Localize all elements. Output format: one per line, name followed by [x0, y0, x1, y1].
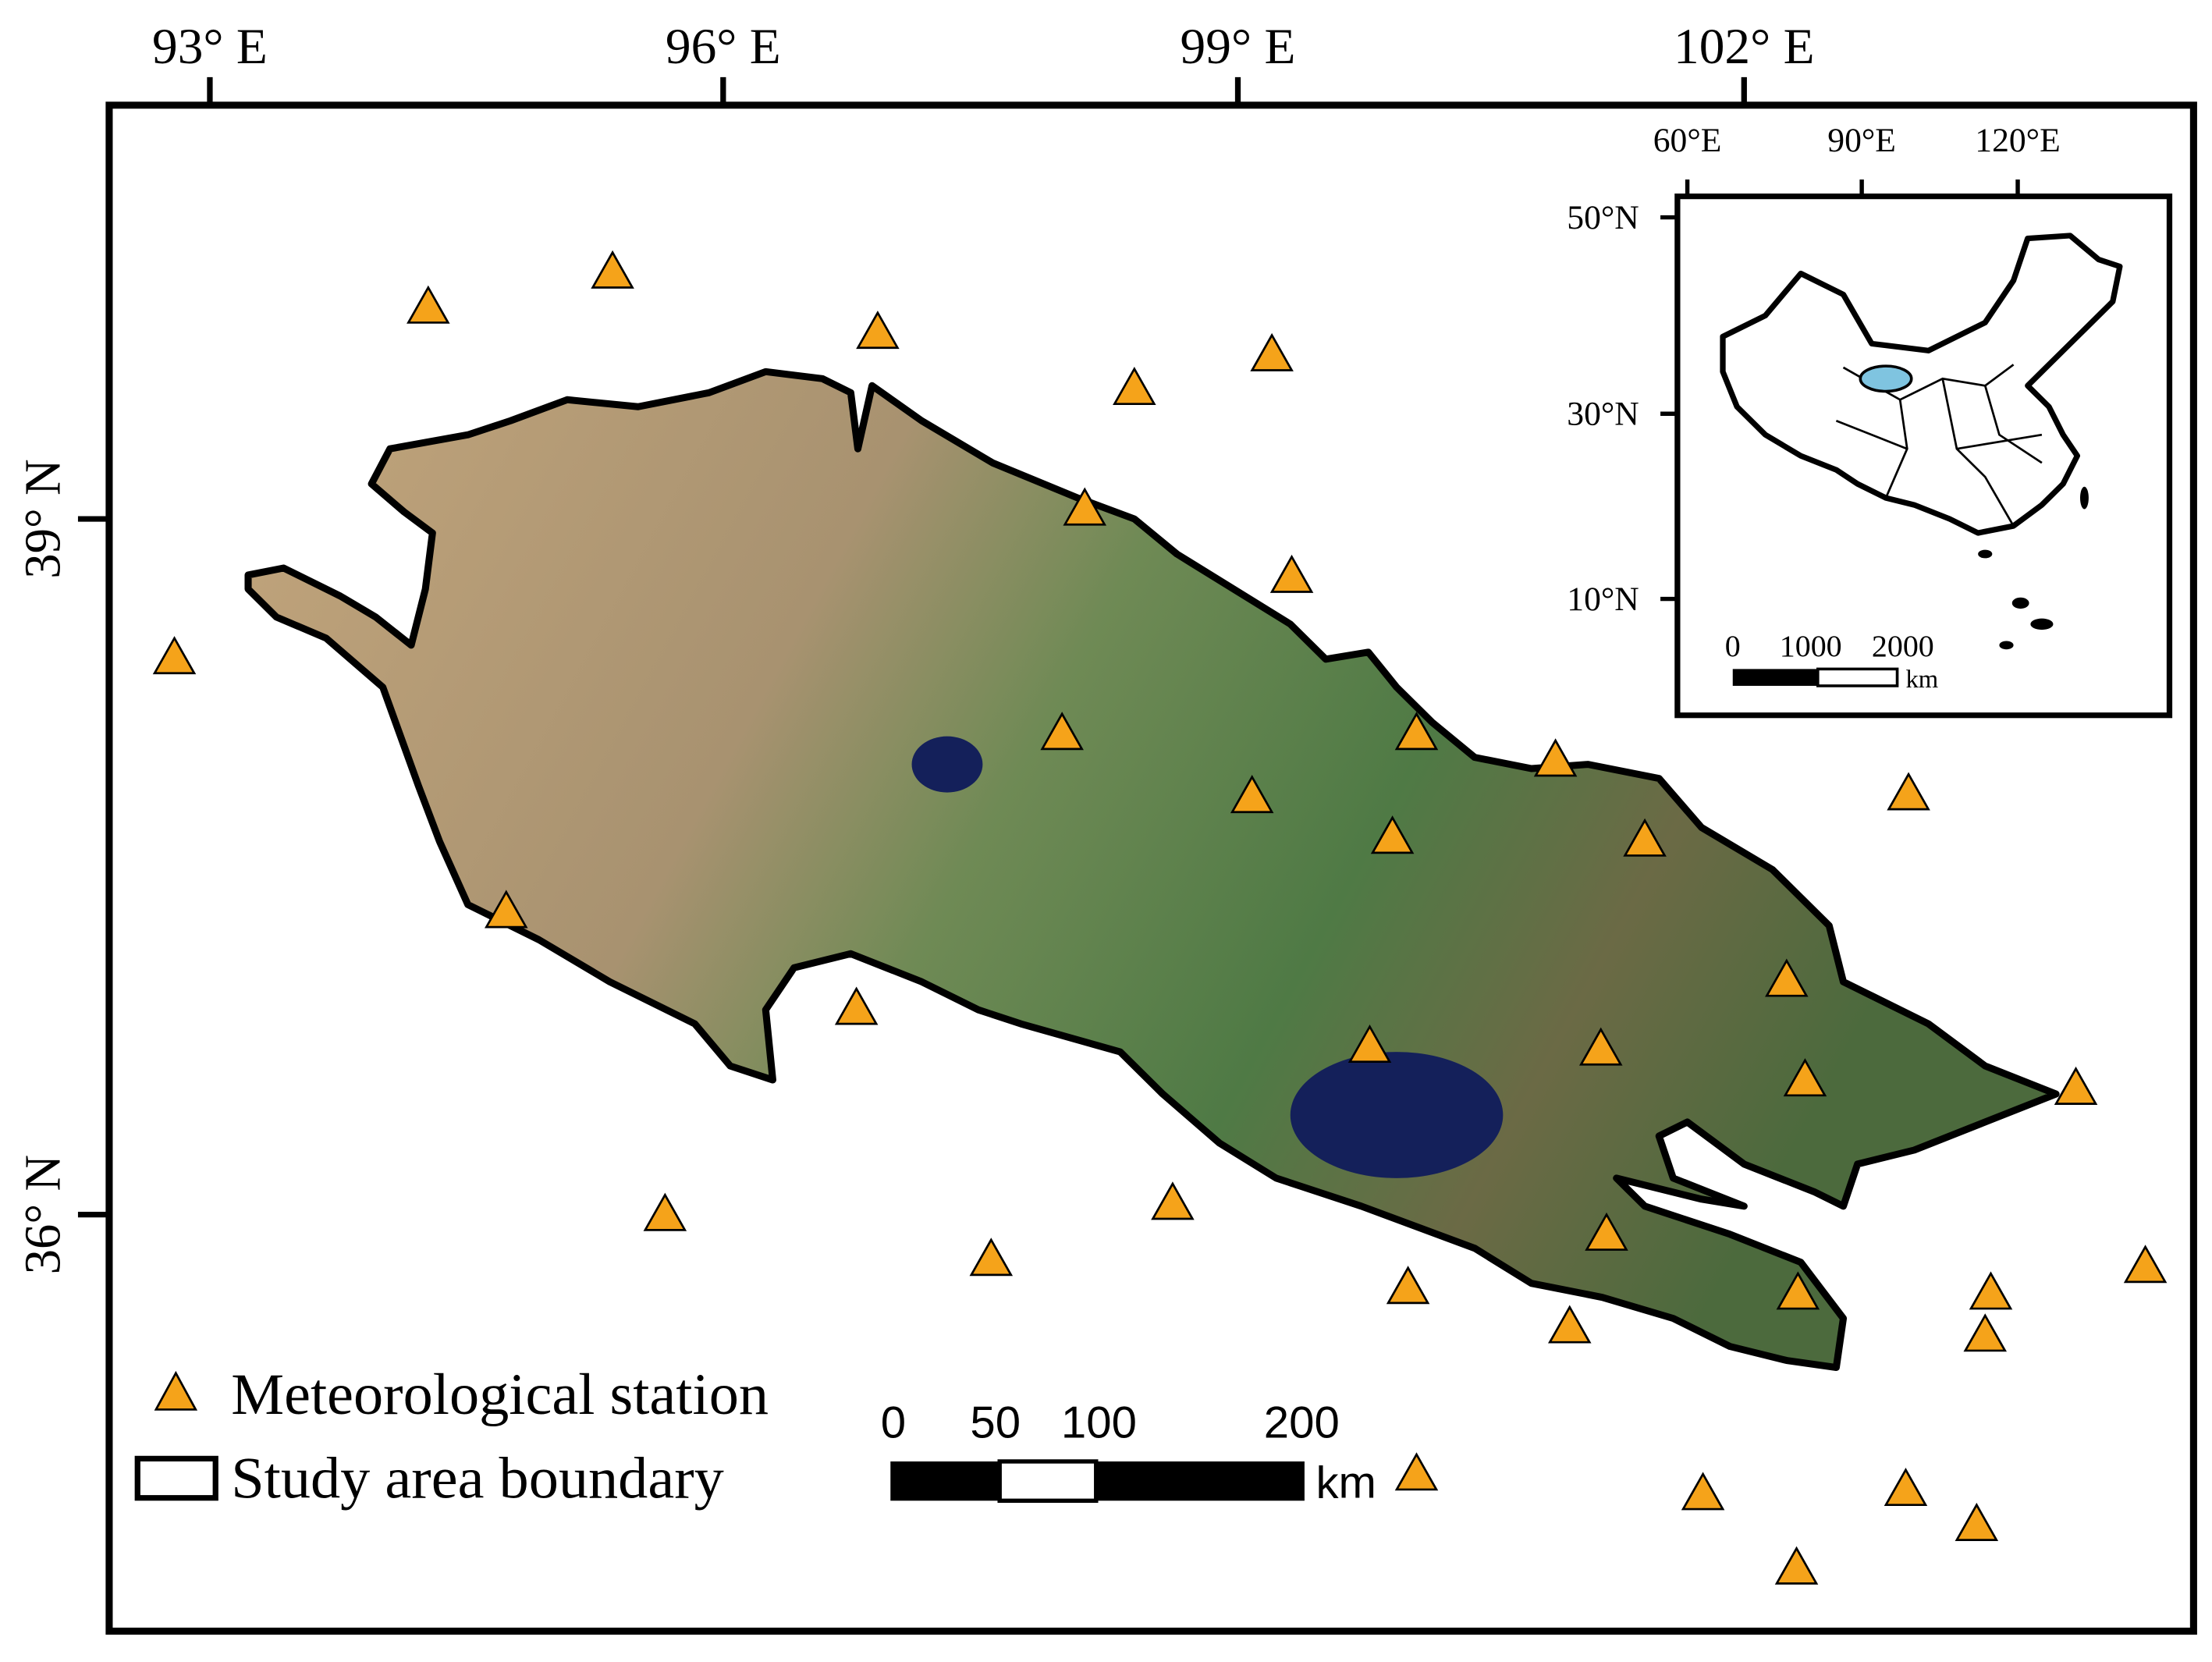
scale-bar	[1095, 1461, 1305, 1501]
station	[1040, 712, 1084, 751]
inset-lat-label: 30°N	[1567, 396, 1639, 433]
scale-label: 100	[1061, 1398, 1137, 1448]
station	[407, 285, 450, 324]
inset-labels: 60°E 90°E 120°E 50°N 30°N 10°N	[1567, 122, 2060, 618]
station	[2054, 1066, 2098, 1105]
station	[1887, 772, 1930, 811]
station	[1394, 1452, 1439, 1491]
station	[1623, 818, 1667, 857]
station	[485, 890, 528, 929]
station	[856, 311, 900, 350]
lon-label: 99° E	[1181, 19, 1296, 75]
station	[1250, 332, 1294, 371]
station	[1063, 487, 1107, 526]
lake	[911, 736, 983, 793]
inset-scale-bar	[1732, 669, 1818, 686]
island	[2030, 618, 2054, 630]
inset-lon-label: 90°E	[1827, 122, 1896, 159]
legend-symbol	[154, 1370, 198, 1411]
station	[1394, 712, 1439, 751]
scale-bar	[890, 1461, 1000, 1501]
study-area-highlight	[1859, 364, 1913, 393]
scale-labels: 0 50 100 200 km	[881, 1398, 1376, 1508]
inset-lat-label: 50°N	[1567, 199, 1639, 236]
study-area	[244, 368, 2060, 1372]
lon-label: 93° E	[152, 19, 268, 75]
graticule-ticks	[77, 76, 1747, 1218]
station	[969, 1238, 1014, 1277]
station	[1884, 1467, 1928, 1507]
station	[1347, 1024, 1392, 1064]
station	[1955, 1502, 1999, 1541]
station	[152, 636, 197, 675]
island	[2079, 486, 2089, 510]
inset-scale-bar	[1816, 667, 1899, 687]
station	[1370, 815, 1415, 854]
stations	[152, 250, 2168, 1585]
legend-label: Meteorological station	[231, 1362, 769, 1427]
scale-bar	[997, 1459, 1099, 1503]
station	[1533, 738, 1578, 777]
station	[1963, 1313, 2007, 1352]
station	[1578, 1027, 1623, 1066]
graticule-labels: 93° E 96° E 99° E 102° E 39° N 36° N	[15, 19, 1815, 1274]
station	[591, 250, 634, 289]
station	[1386, 1266, 1430, 1305]
station	[1269, 554, 1314, 593]
inset-lon-label: 120°E	[1975, 122, 2060, 159]
island	[1999, 641, 2014, 650]
inset-scale-unit: km	[1905, 666, 1938, 694]
inset-lon-label: 60°E	[1653, 122, 1722, 159]
scale-label: 50	[970, 1398, 1021, 1448]
inset-scale-label: 2000	[1872, 629, 1934, 663]
station	[1765, 958, 1809, 997]
scale-label: 200	[1264, 1398, 1340, 1448]
islands	[1978, 486, 2089, 650]
station	[1113, 366, 1156, 406]
station	[1783, 1058, 1827, 1097]
station	[1547, 1305, 1592, 1344]
station	[2123, 1245, 2168, 1284]
inset-ticks	[1660, 179, 2020, 602]
lake	[1290, 1052, 1504, 1178]
legend-symbol	[134, 1455, 218, 1501]
island	[2011, 597, 2029, 609]
lat-label: 36° N	[15, 1155, 71, 1274]
province-line	[1835, 364, 2043, 527]
legend-label: Study area boundary	[231, 1446, 724, 1511]
scale-unit: km	[1315, 1458, 1376, 1508]
station	[643, 1192, 687, 1231]
station	[1151, 1181, 1195, 1220]
inset-lat-label: 10°N	[1567, 581, 1639, 618]
island	[1978, 549, 1993, 559]
station	[1230, 775, 1274, 814]
province-lines	[1835, 364, 2043, 527]
china-outline	[1720, 233, 2123, 536]
inset-scale-label: 1000	[1780, 629, 1842, 663]
station	[1585, 1212, 1628, 1251]
station	[1681, 1472, 1725, 1511]
station	[1969, 1271, 2013, 1310]
lon-label: 96° E	[666, 19, 781, 75]
station	[1774, 1546, 1819, 1585]
station	[834, 986, 879, 1025]
station	[1776, 1271, 1820, 1310]
scale-label: 0	[881, 1398, 906, 1448]
lat-label: 39° N	[15, 459, 71, 578]
lon-label: 102° E	[1674, 19, 1815, 75]
inset-scale-label: 0	[1725, 629, 1741, 663]
